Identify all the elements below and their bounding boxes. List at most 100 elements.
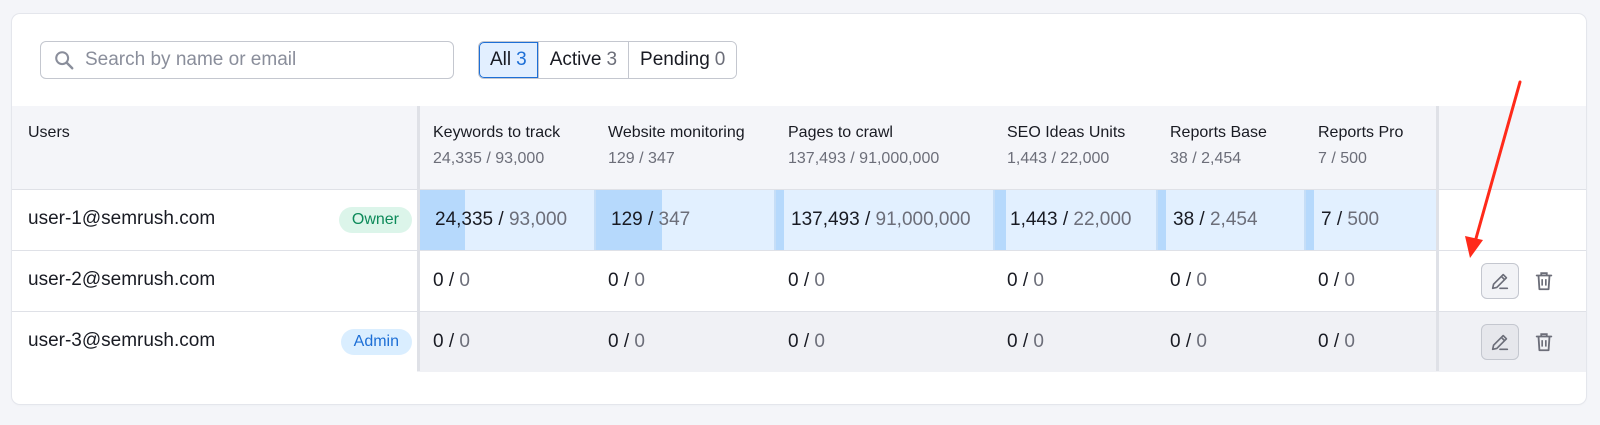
column-usage: 7 / 500 — [1318, 150, 1367, 167]
usage-sep: / — [1180, 270, 1197, 291]
usage-sep: / — [859, 209, 876, 230]
limit-cell-keywords[interactable]: 0 / 0 — [418, 312, 594, 372]
limit-cell-seo-ideas[interactable]: 0 / 0 — [993, 251, 1156, 311]
usage-used: 0 — [1170, 270, 1181, 291]
filter-count: 3 — [516, 49, 527, 70]
usage-bar — [995, 190, 1006, 250]
usage-used: 7 — [1321, 209, 1332, 230]
usage-sep: / — [1057, 209, 1074, 230]
usage-sep: / — [493, 209, 509, 230]
usage-total: 347 — [658, 209, 691, 230]
usage-used: 1,443 — [1010, 209, 1058, 230]
column-header-users: Users — [28, 124, 70, 141]
usage-used: 0 — [1318, 270, 1329, 291]
column-header-website-monitoring: Website monitoring 129 / 347 — [608, 124, 745, 168]
limit-cell-website-monitoring[interactable]: 129 / 347 — [594, 190, 774, 250]
role-badge-admin: Admin — [340, 329, 412, 355]
usage-sep: / — [443, 270, 460, 291]
usage-sep: / — [1331, 209, 1348, 230]
limit-cell-pages-to-crawl[interactable]: 137,493 / 91,000,000 — [774, 190, 993, 250]
limit-cell-website-monitoring[interactable]: 0 / 0 — [594, 312, 774, 372]
limit-cell-seo-ideas[interactable]: 0 / 0 — [993, 312, 1156, 372]
usage-total: 91,000,000 — [875, 209, 971, 230]
search-icon — [55, 51, 74, 70]
limit-cell-reports-base[interactable]: 0 / 0 — [1156, 312, 1304, 372]
row-actions — [1481, 263, 1556, 299]
usage-total: 2,454 — [1209, 209, 1258, 230]
limit-cell-reports-pro[interactable]: 0 / 0 — [1304, 251, 1436, 311]
usage-total: 0 — [459, 270, 470, 291]
usage-sep: / — [798, 270, 815, 291]
search-input[interactable] — [85, 49, 445, 71]
status-filter-group: All 3 Active 3 Pending 0 — [478, 41, 738, 79]
column-usage: 38 / 2,454 — [1170, 150, 1242, 167]
column-header-pages-to-crawl: Pages to crawl 137,493 / 91,000,000 — [788, 124, 939, 168]
column-title: SEO Ideas Units — [1007, 124, 1126, 141]
table-row[interactable]: user-3@semrush.com Admin 0 / 0 0 / 0 0 /… — [12, 311, 1586, 372]
column-header-reports-base: Reports Base 38 / 2,454 — [1170, 124, 1267, 168]
limit-cell-reports-base[interactable]: 0 / 0 — [1156, 251, 1304, 311]
limit-cell-reports-pro[interactable]: 7 / 500 — [1304, 190, 1436, 250]
table-row[interactable]: user-2@semrush.com 0 / 0 0 / 0 0 / 0 0 /… — [12, 250, 1586, 311]
user-cell-bg — [12, 251, 417, 311]
column-header-seo-ideas: SEO Ideas Units 1,443 / 22,000 — [1007, 124, 1125, 168]
usage-total: 0 — [634, 331, 645, 352]
usage-total: 0 — [1196, 270, 1207, 291]
limit-cell-pages-to-crawl[interactable]: 0 / 0 — [774, 251, 993, 311]
sticky-column-divider — [417, 106, 420, 371]
edit-limits-button[interactable] — [1481, 324, 1519, 360]
column-usage: 129 / 347 — [608, 150, 675, 167]
filter-active[interactable]: Active 3 — [537, 42, 629, 78]
usage-used: 137,493 — [791, 209, 860, 230]
usage-total: 0 — [1344, 331, 1355, 352]
limit-cell-reports-pro[interactable]: 0 / 0 — [1304, 312, 1436, 372]
usage-sep: / — [1180, 331, 1197, 352]
usage-sep: / — [618, 270, 635, 291]
edit-limits-button[interactable] — [1481, 263, 1519, 299]
filter-count: 3 — [606, 49, 618, 70]
limit-cell-reports-base[interactable]: 38 / 2,454 — [1156, 190, 1304, 250]
usage-sep: / — [1194, 209, 1210, 230]
usage-sep: / — [798, 331, 815, 352]
limit-cell-keywords[interactable]: 24,335 / 93,000 — [420, 190, 594, 250]
delete-user-button[interactable] — [1532, 330, 1556, 354]
usage-used: 0 — [788, 331, 799, 352]
usage-bar — [1306, 190, 1314, 250]
usage-bar — [776, 190, 784, 250]
usage-used: 0 — [1318, 331, 1329, 352]
filter-pending[interactable]: Pending 0 — [628, 42, 737, 78]
usage-used: 0 — [608, 270, 619, 291]
limit-cell-pages-to-crawl[interactable]: 0 / 0 — [774, 312, 993, 372]
limit-cell-seo-ideas[interactable]: 1,443 / 22,000 — [993, 190, 1156, 250]
column-header-reports-pro: Reports Pro 7 / 500 — [1318, 124, 1403, 168]
actions-column-divider — [1436, 106, 1439, 371]
usage-sep: / — [1328, 331, 1345, 352]
pencil-icon — [1491, 334, 1509, 351]
user-email: user-2@semrush.com — [28, 269, 216, 290]
usage-used: 38 — [1173, 209, 1195, 230]
usage-total: 0 — [634, 270, 645, 291]
users-table: Users Keywords to track 24,335 / 93,000 … — [12, 106, 1586, 372]
delete-user-button[interactable] — [1532, 269, 1556, 293]
column-title: Website monitoring — [608, 124, 745, 141]
limit-cell-keywords[interactable]: 0 / 0 — [418, 251, 594, 311]
usage-total: 0 — [1196, 331, 1207, 352]
usage-used: 0 — [433, 331, 444, 352]
usage-used: 0 — [1007, 331, 1018, 352]
usage-total: 93,000 — [508, 209, 568, 230]
usage-total: 22,000 — [1073, 209, 1132, 230]
filter-all[interactable]: All 3 — [479, 42, 538, 78]
usage-bar — [596, 190, 662, 250]
table-row[interactable]: user-1@semrush.com Owner 24,335 / 93,000… — [12, 189, 1586, 250]
usage-used: 129 — [611, 209, 643, 230]
usage-used: 0 — [608, 331, 619, 352]
filter-count: 0 — [714, 49, 726, 70]
search-box[interactable] — [40, 41, 454, 79]
user-email: user-3@semrush.com — [28, 330, 216, 351]
limit-cell-website-monitoring[interactable]: 0 / 0 — [594, 251, 774, 311]
pencil-icon — [1491, 273, 1509, 290]
usage-total: 0 — [459, 331, 470, 352]
row-actions — [1481, 324, 1556, 360]
usage-total: 0 — [1033, 331, 1044, 352]
usage-sep: / — [618, 331, 635, 352]
